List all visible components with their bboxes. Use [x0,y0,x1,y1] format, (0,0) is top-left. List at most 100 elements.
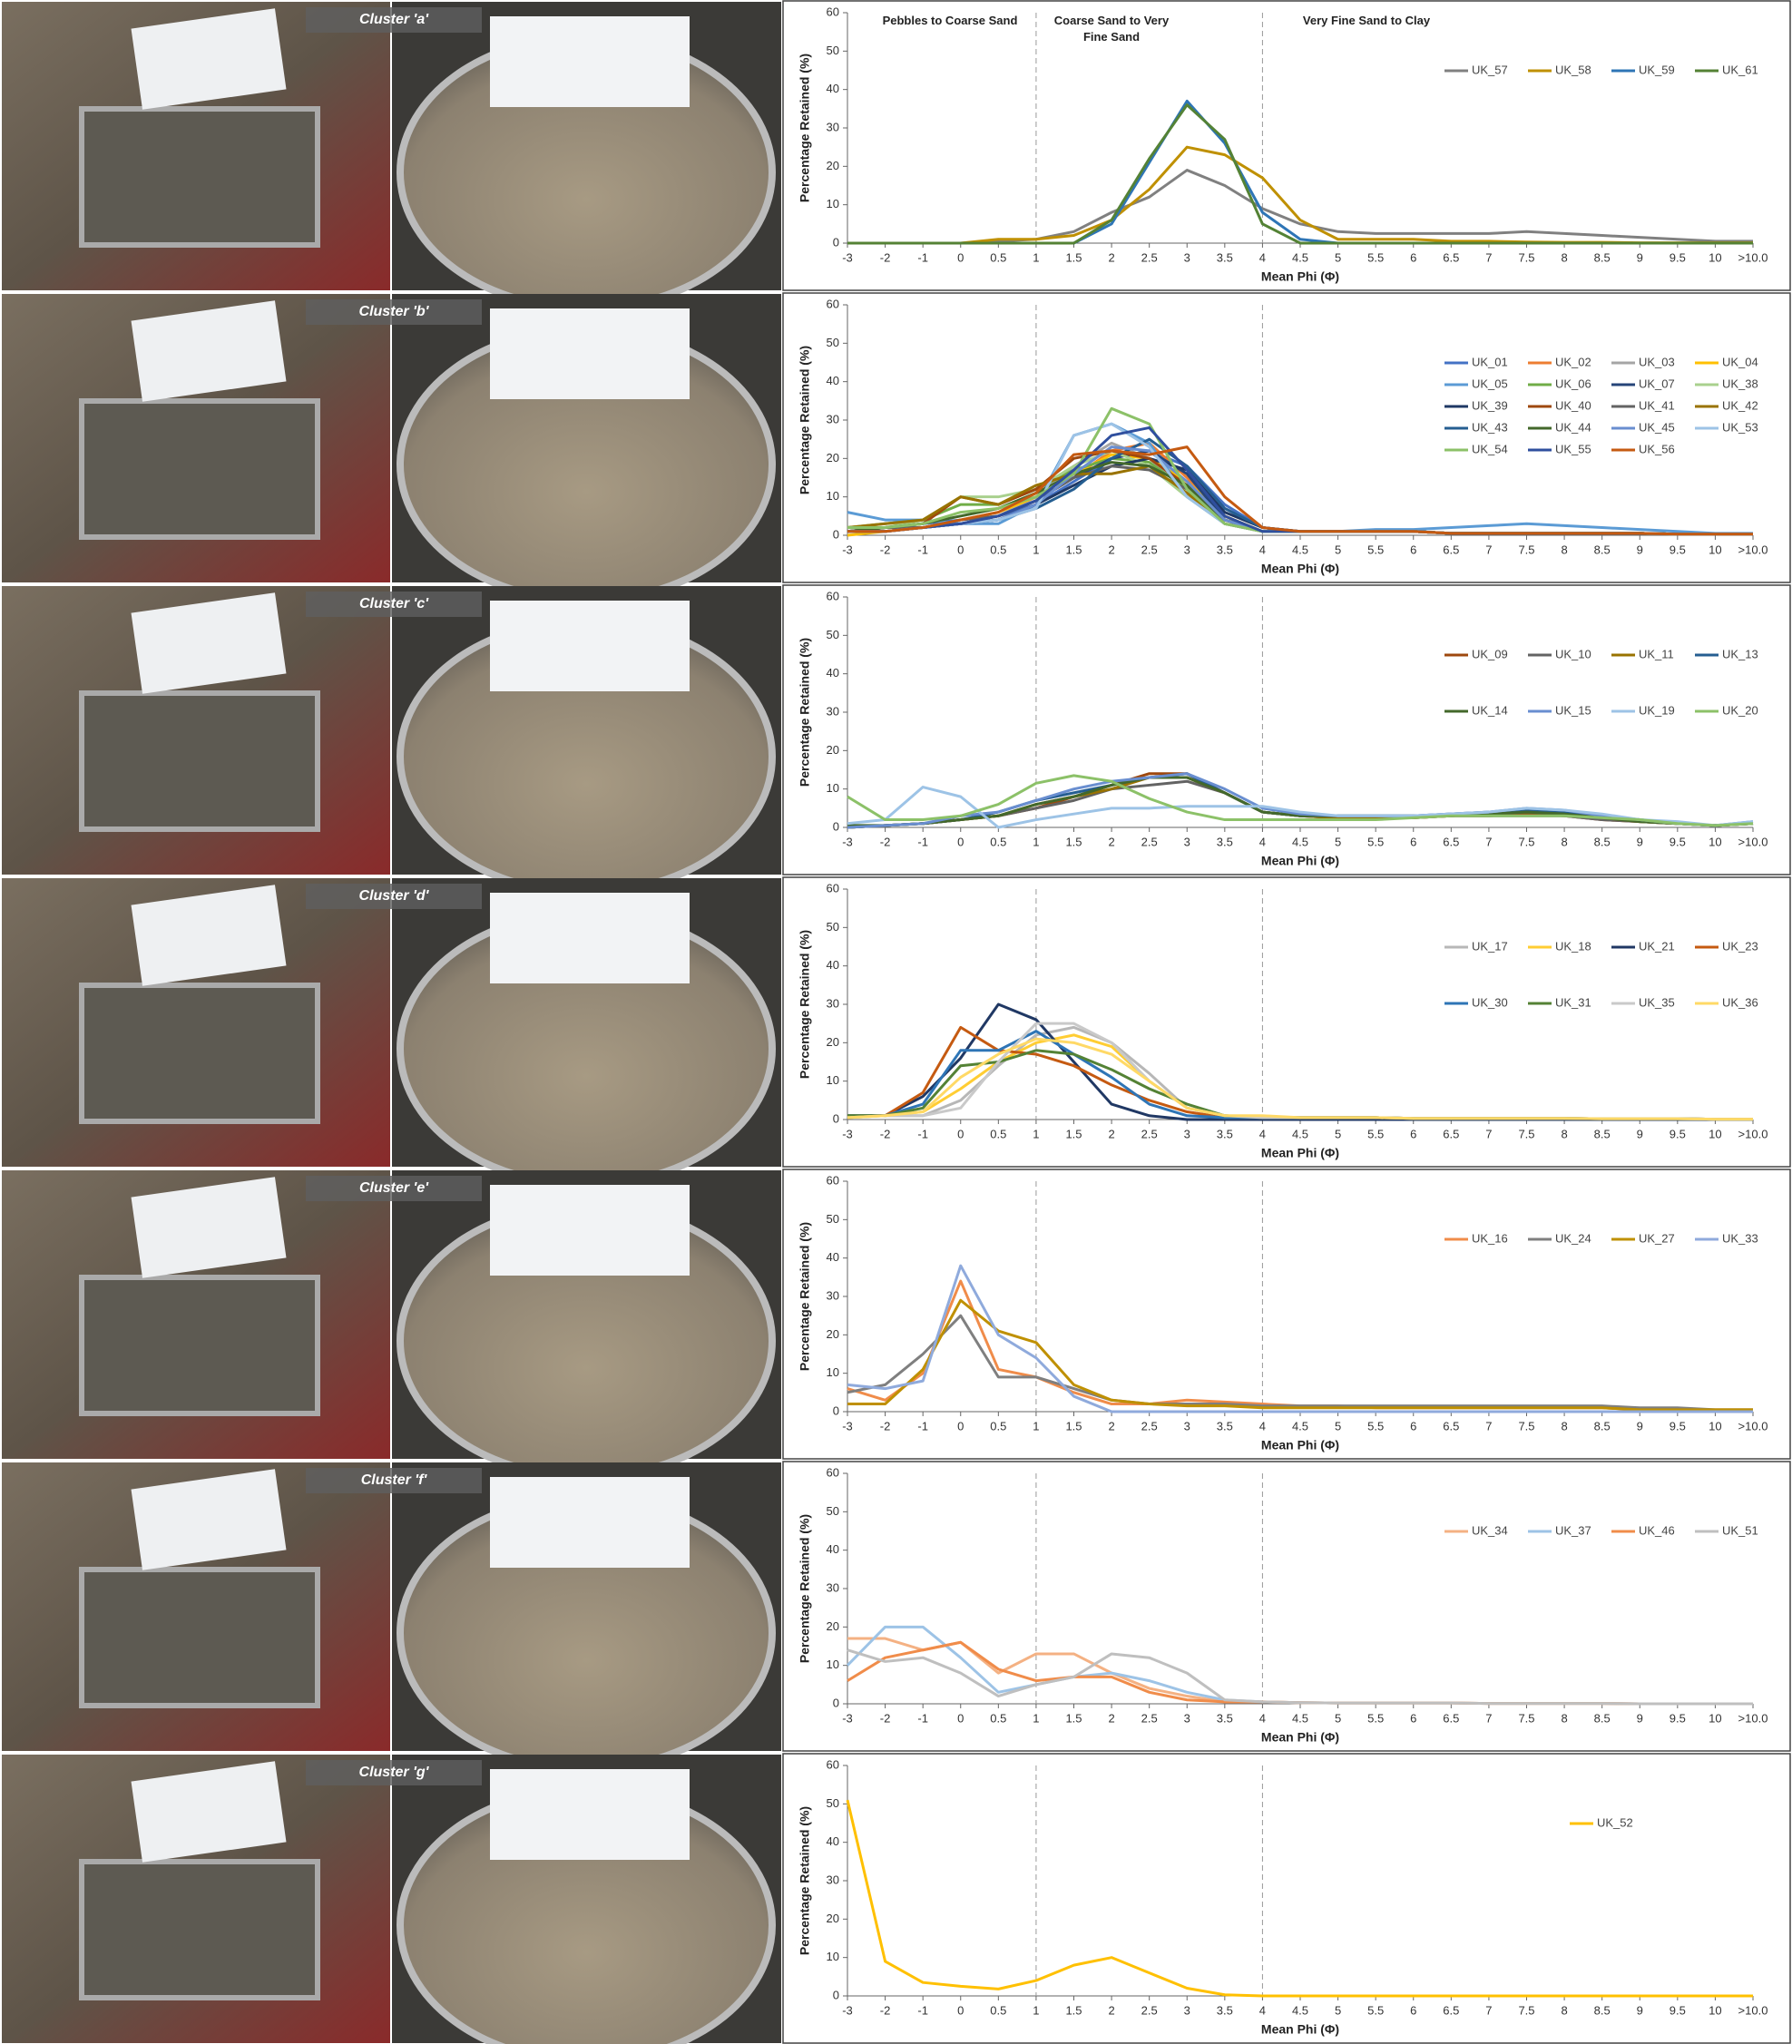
x-tick-label: 0.5 [990,250,1006,264]
x-tick-label: 1 [1033,543,1039,556]
x-tick-label: -2 [880,1419,891,1433]
sample-label-card [131,1469,287,1570]
y-tick-label: 60 [827,297,839,310]
cluster-label-bg [306,592,482,617]
x-tick-label: 5.5 [1367,1127,1384,1140]
x-tick-label: 5 [1335,2003,1341,2017]
x-tick-label: -1 [917,835,928,848]
x-tick-label: -3 [842,835,853,848]
y-tick-label: 10 [827,489,839,503]
y-tick-label: 0 [833,527,839,541]
x-tick-label: -1 [917,250,928,264]
x-tick-label: 6.5 [1443,543,1459,556]
x-tick-label: 5.5 [1367,1419,1384,1433]
series-line [847,1264,1753,1413]
series-line [847,1648,1753,1706]
legend-label: UK_55 [1555,442,1591,455]
x-tick-label: >10.0 [1738,835,1768,848]
x-tick-label: 1.5 [1065,835,1082,848]
x-tick-label: 9 [1637,835,1643,848]
legend-label: UK_20 [1722,703,1758,717]
x-axis-title: Mean Phi (Φ) [1261,1146,1339,1160]
x-tick-label: -2 [880,1711,891,1725]
x-tick-label: 8.5 [1594,250,1611,264]
x-tick-label: 4.5 [1292,2003,1308,2017]
x-tick-label: -3 [842,250,853,264]
cluster-label: Cluster 'd' [359,888,430,904]
x-tick-label: 8.5 [1594,2003,1611,2017]
x-tick-label: 2.5 [1141,2003,1158,2017]
x-tick-label: 2 [1108,1711,1114,1725]
y-axis-title: Percentage Retained (%) [798,638,812,787]
x-tick-label: 5.5 [1367,2003,1384,2017]
x-tick-label: 4 [1259,250,1266,264]
x-tick-label: 9.5 [1670,1127,1686,1140]
x-tick-label: 5.5 [1367,543,1384,556]
x-tick-label: 6 [1410,250,1416,264]
x-tick-label: 6 [1410,1711,1416,1725]
sieve-label-card [490,1185,690,1276]
x-tick-label: 8.5 [1594,1711,1611,1725]
y-tick-label: 50 [827,1796,839,1810]
sampler-box [79,1859,320,2000]
x-tick-label: 6 [1410,1419,1416,1433]
legend-label: UK_54 [1472,442,1508,455]
sample-label-card [131,1761,287,1863]
y-axis-title: Percentage Retained (%) [798,54,812,202]
region-label: Coarse Sand to Very Fine Sand [1054,14,1169,44]
y-tick-label: 20 [827,451,839,465]
chart-panel [782,876,1791,1168]
x-tick-label: 7.5 [1518,543,1534,556]
x-tick-label: 6 [1410,543,1416,556]
x-tick-label: 8 [1561,835,1567,848]
x-tick-label: 5 [1335,1711,1341,1725]
legend-label: UK_46 [1639,1523,1675,1537]
x-tick-label: 1.5 [1065,2003,1082,2017]
x-tick-label: 5 [1335,250,1341,264]
chart-panel [782,1461,1791,1752]
series-line [847,1037,1753,1121]
x-tick-label: 5 [1335,1419,1341,1433]
chart-panel [782,1753,1791,2044]
series-line [847,1314,1753,1412]
x-tick-label: 8 [1561,250,1567,264]
series-line [847,1298,1753,1412]
cluster-label-bg [306,884,482,909]
x-tick-label: 10 [1709,543,1721,556]
x-tick-label: 4.5 [1292,835,1308,848]
y-axis-title: Percentage Retained (%) [798,930,812,1079]
x-tick-label: 0 [957,1711,964,1725]
y-tick-label: 30 [827,996,839,1010]
sampler-box [79,1275,320,1416]
sample-label-card [131,885,287,986]
x-tick-label: 1 [1033,1711,1039,1725]
region-label: Pebbles to Coarse Sand [883,14,1018,27]
series-line [847,169,1753,245]
x-tick-label: -2 [880,2003,891,2017]
x-tick-label: 3.5 [1217,2003,1233,2017]
x-tick-label: 2 [1108,1127,1114,1140]
x-tick-label: 7 [1485,2003,1492,2017]
y-tick-label: 10 [827,1658,839,1671]
x-tick-label: 1.5 [1065,543,1082,556]
x-tick-label: 9 [1637,543,1643,556]
legend-label: UK_06 [1555,377,1591,390]
x-tick-label: 1.5 [1065,1419,1082,1433]
legend-label: UK_40 [1555,398,1591,412]
x-tick-label: -3 [842,1711,853,1725]
y-tick-label: 10 [827,1950,839,1963]
x-tick-label: -1 [917,1419,928,1433]
x-tick-label: 9.5 [1670,1711,1686,1725]
legend-label: UK_51 [1722,1523,1758,1537]
x-tick-label: 9 [1637,1127,1643,1140]
y-tick-label: 40 [827,1250,839,1264]
y-tick-label: 40 [827,374,839,387]
x-tick-label: 0 [957,250,964,264]
legend-label: UK_39 [1472,398,1508,412]
x-tick-label: 4 [1259,1711,1266,1725]
y-tick-label: 60 [827,881,839,895]
y-tick-label: 0 [833,1111,839,1125]
y-tick-label: 30 [827,120,839,133]
y-tick-label: 20 [827,159,839,172]
y-tick-label: 50 [827,44,839,57]
